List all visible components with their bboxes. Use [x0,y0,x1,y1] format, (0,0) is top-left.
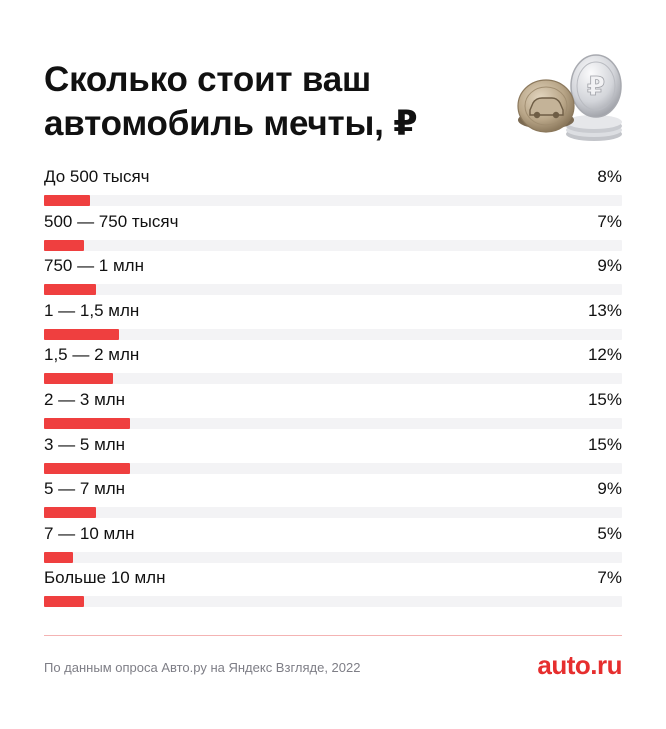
bar-track [44,507,622,519]
value-label: 13% [587,300,622,320]
bar-fill [44,239,85,251]
bar-fill [44,195,91,206]
bar-track [44,418,622,429]
value-label: 15% [587,390,622,409]
bar-row: 7 — 10 млн 5% [44,524,622,570]
bar-track [44,551,622,563]
value-label: 15% [587,434,622,454]
bar-row: 2 — 3 млн 15% [44,390,622,436]
bar-row: 500 — 750 тысяч 7% [44,212,622,258]
bar-fill [44,507,96,519]
category-label: 1,5 — 2 млн [44,345,140,365]
coins-car-ruble-icon: ₽ [517,54,622,141]
value-label: 7% [597,568,622,588]
divider [44,635,622,636]
bar-fill [44,462,131,474]
bar-row: 750 — 1 млн 9% [44,256,622,302]
bar-track [44,328,622,340]
category-label: 3 — 5 млн [44,434,126,454]
source-note: По данным опроса Авто.ру на Яндекс Взгля… [44,660,361,675]
auto-ru-logo: auto.ru [537,650,622,680]
bar-row: Больше 10 млн 7% [44,568,622,614]
bar-fill [44,373,114,385]
bar-track [44,195,622,206]
category-label: До 500 тысяч [44,167,150,186]
bar-row: 1,5 — 2 млн 12% [44,345,622,391]
bar-fill [44,418,131,429]
bar-fill [44,328,119,340]
category-label: 7 — 10 млн [44,523,135,543]
chart-title: Сколько стоит ваш автомобиль мечты, ₽ [44,60,418,143]
bar-track [44,239,622,251]
bar-row: 1 — 1,5 млн 13% [44,301,622,347]
value-label: 9% [597,479,622,499]
bar-track [44,284,622,296]
category-label: 5 — 7 млн [44,479,126,499]
value-label: 7% [597,211,622,231]
value-label: 5% [597,523,622,543]
bar-chart: До 500 тысяч 8% 500 — 750 тысяч 7% 750 — 1 м… [44,0,622,620]
value-label: 8% [597,167,622,186]
category-label: Больше 10 млн [44,568,166,588]
ruble-glyph: ₽ [587,72,605,102]
value-label: 9% [597,256,622,276]
bar-fill [44,596,85,608]
bar-row: До 500 тысяч 8% [44,167,622,213]
category-label: 750 — 1 млн [44,256,144,276]
category-label: 2 — 3 млн [44,390,126,409]
category-label: 500 — 750 тысяч [44,211,179,231]
bar-track [44,462,622,474]
bar-track [44,596,622,608]
bar-fill [44,284,96,296]
category-label: 1 — 1,5 млн [44,300,140,320]
bar-row: 5 — 7 млн 9% [44,479,622,525]
bar-fill [44,551,73,563]
value-label: 12% [587,345,622,365]
bar-track [44,373,622,385]
bar-row: 3 — 5 млн 15% [44,435,622,481]
